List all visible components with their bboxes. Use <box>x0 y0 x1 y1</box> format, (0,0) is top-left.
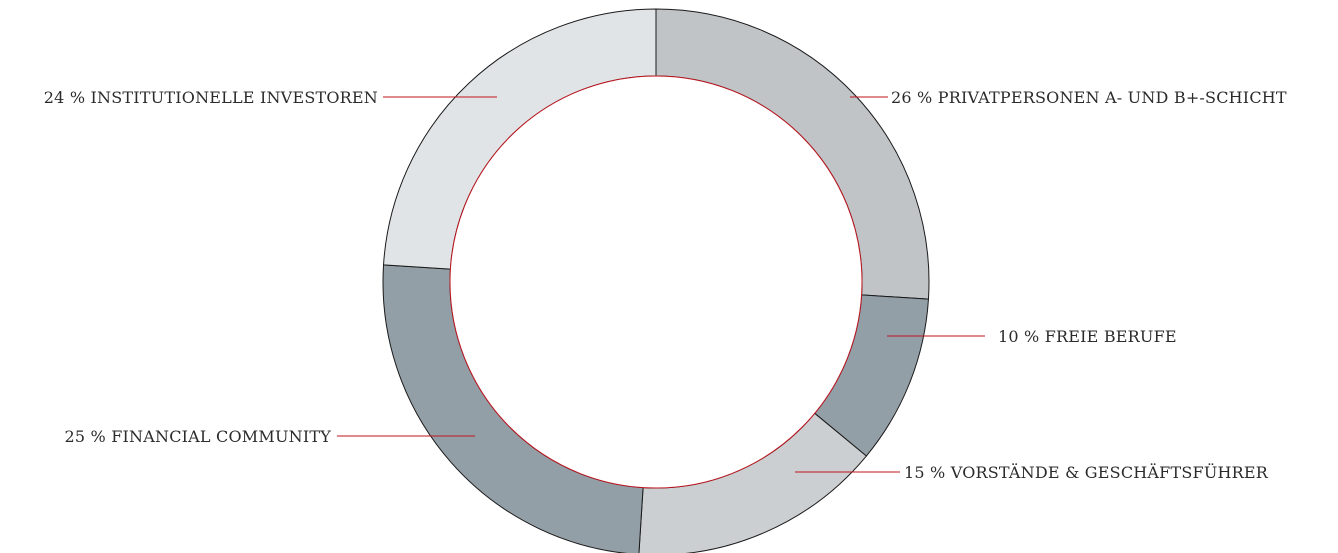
slice-label-4: 25 % FINANCIAL COMMUNITY <box>64 427 331 446</box>
slice-label-5: 24 % INSTITUTIONELLE INVESTOREN <box>44 88 378 107</box>
inner-ring <box>449 75 863 489</box>
slice-label-1: 26 % PRIVATPERSONEN A- UND B+-SCHICHT <box>891 88 1287 107</box>
slice-labels: 26 % PRIVATPERSONEN A- UND B+-SCHICHT 10 … <box>44 88 1287 482</box>
slice-label-3: 15 % VORSTÄNDE & GESCHÄFTSFÜHRER <box>904 462 1269 482</box>
slice-label-2: 10 % FREIE BERUFE <box>998 327 1177 346</box>
leader-lines <box>337 96 985 473</box>
